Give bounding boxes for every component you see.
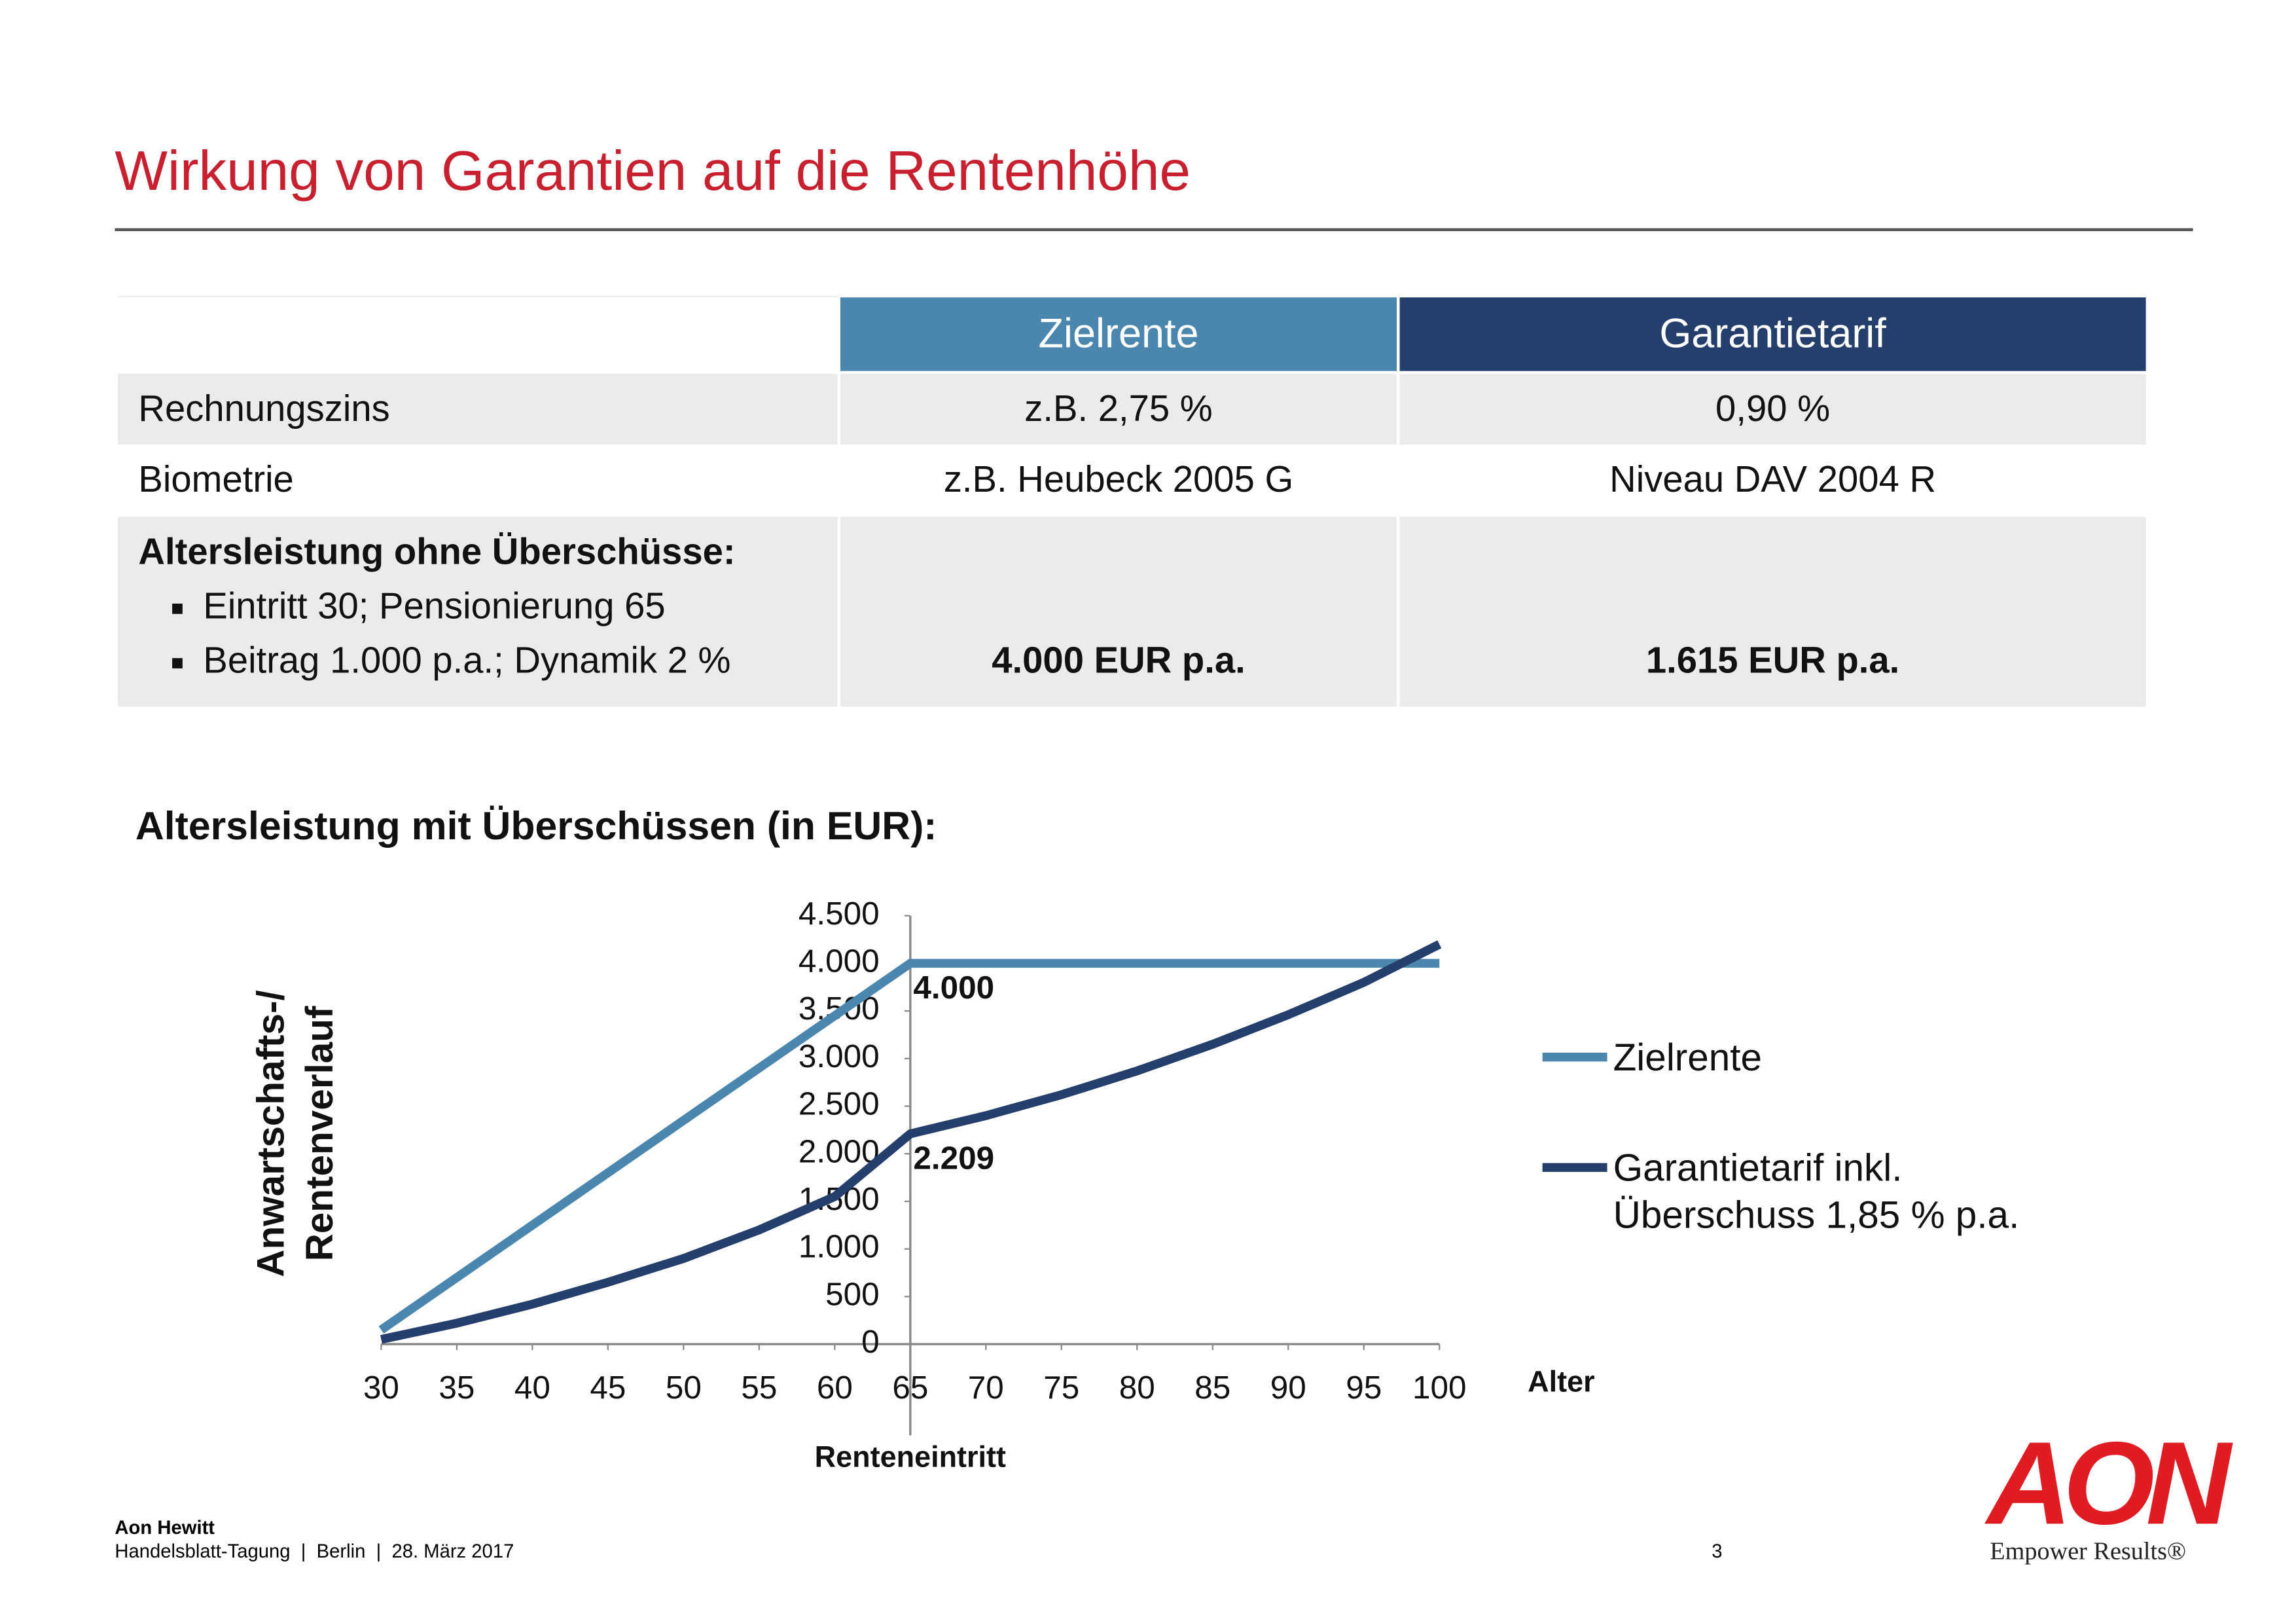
cell: z.B. 2,75 % (837, 371, 1400, 448)
bullet: Beitrag 1.000 p.a.; Dynamik 2 % (203, 634, 817, 689)
x-tick-label: 65 (892, 1370, 928, 1406)
empty-cell (115, 295, 841, 374)
marker-label: Renteneintritt (815, 1440, 1006, 1473)
cell: 4.000 EUR p.a. (837, 513, 1400, 710)
bullet: Eintritt 30; Pensionierung 65 (203, 580, 817, 634)
x-tick-label: 80 (1119, 1370, 1155, 1406)
event: Handelsblatt-Tagung | Berlin | 28. März … (115, 1540, 514, 1562)
legend-swatch (1542, 1052, 1607, 1062)
title-rule (115, 228, 2193, 232)
x-tick-label: 75 (1043, 1370, 1079, 1406)
row: Altersleistung ohne Überschüsse: Eintrit… (115, 513, 2149, 710)
x-tick-label: 50 (666, 1370, 702, 1406)
x-tick-label: 85 (1194, 1370, 1230, 1406)
x-tick-label: 70 (968, 1370, 1004, 1406)
x-axis-label: Alter (1528, 1365, 1594, 1398)
chart-title: Altersleistung mit Überschüssen (in EUR)… (135, 803, 937, 848)
x-tick-label: 30 (363, 1370, 399, 1406)
legend-label: Garantietarif inkl. Überschuss 1,85 % p.… (1613, 1145, 2020, 1237)
line-series (378, 958, 1440, 1334)
row: Biometrie z.B. Heubeck 2005 G Niveau DAV… (115, 445, 2149, 517)
cell: z.B. Heubeck 2005 G (837, 445, 1400, 517)
y-tick-label: 2.000 (798, 1133, 880, 1169)
header-cell: Garantietarif (1397, 294, 2149, 374)
y-tick-label: 500 (825, 1276, 880, 1312)
data-label: 4.000 (913, 970, 994, 1006)
data-label: 2.209 (913, 1140, 994, 1176)
row-label-cell: Altersleistung ohne Überschüsse: Eintrit… (115, 513, 841, 710)
y-tick-label: 2.500 (798, 1086, 880, 1122)
y-tick-label: 4.000 (798, 943, 880, 979)
logo: AON (1986, 1417, 2231, 1549)
cell: 1.615 EUR p.a. (1397, 513, 2149, 710)
slide-title: Wirkung von Garantien auf die Rentenhöhe (115, 141, 1191, 204)
y-tick-label: 1.000 (798, 1229, 880, 1265)
cell: Niveau DAV 2004 R (1397, 445, 2149, 517)
x-tick-label: 90 (1270, 1370, 1306, 1406)
row-label: Rechnungszins (115, 371, 841, 448)
x-tick-label: 35 (439, 1370, 475, 1406)
header-row: Zielrente Garantietarif (115, 294, 2149, 374)
row-label: Altersleistung ohne Überschüsse: (138, 531, 736, 573)
y-axis-label: Rentenverlauf (298, 1006, 341, 1261)
x-tick-label: 45 (590, 1370, 626, 1406)
legend-label: Zielrente (1613, 1034, 1763, 1080)
comparison-table: Zielrente Garantietarif Rechnungszins z.… (115, 294, 2149, 710)
legend-swatch (1542, 1163, 1607, 1172)
y-tick-label: 0 (861, 1324, 880, 1360)
row: Rechnungszins z.B. 2,75 % 0,90 % (115, 371, 2149, 448)
tagline: Empower Results® (1990, 1537, 2187, 1565)
row-label: Biometrie (115, 445, 841, 517)
y-axis-label: Anwartschafts-/ (250, 990, 293, 1277)
x-tick-label: 40 (514, 1370, 550, 1406)
x-tick-label: 60 (817, 1370, 853, 1406)
legend-item: Zielrente (1542, 1034, 2073, 1081)
cell: 0,90 % (1397, 371, 2149, 448)
bullet-list: Eintritt 30; Pensionierung 65 Beitrag 1.… (138, 580, 817, 689)
page-number: 3 (1712, 1540, 1723, 1562)
y-tick-label: 4.500 (798, 896, 880, 932)
legend-item: Garantietarif inkl. Überschuss 1,85 % p.… (1542, 1144, 2073, 1238)
company: Aon Hewitt (115, 1516, 215, 1539)
x-tick-label: 55 (741, 1370, 777, 1406)
x-tick-label: 100 (1412, 1370, 1467, 1406)
header-cell: Zielrente (837, 294, 1400, 374)
y-tick-label: 3.000 (798, 1038, 880, 1074)
x-tick-label: 95 (1346, 1370, 1382, 1406)
line-series (380, 940, 1442, 1344)
